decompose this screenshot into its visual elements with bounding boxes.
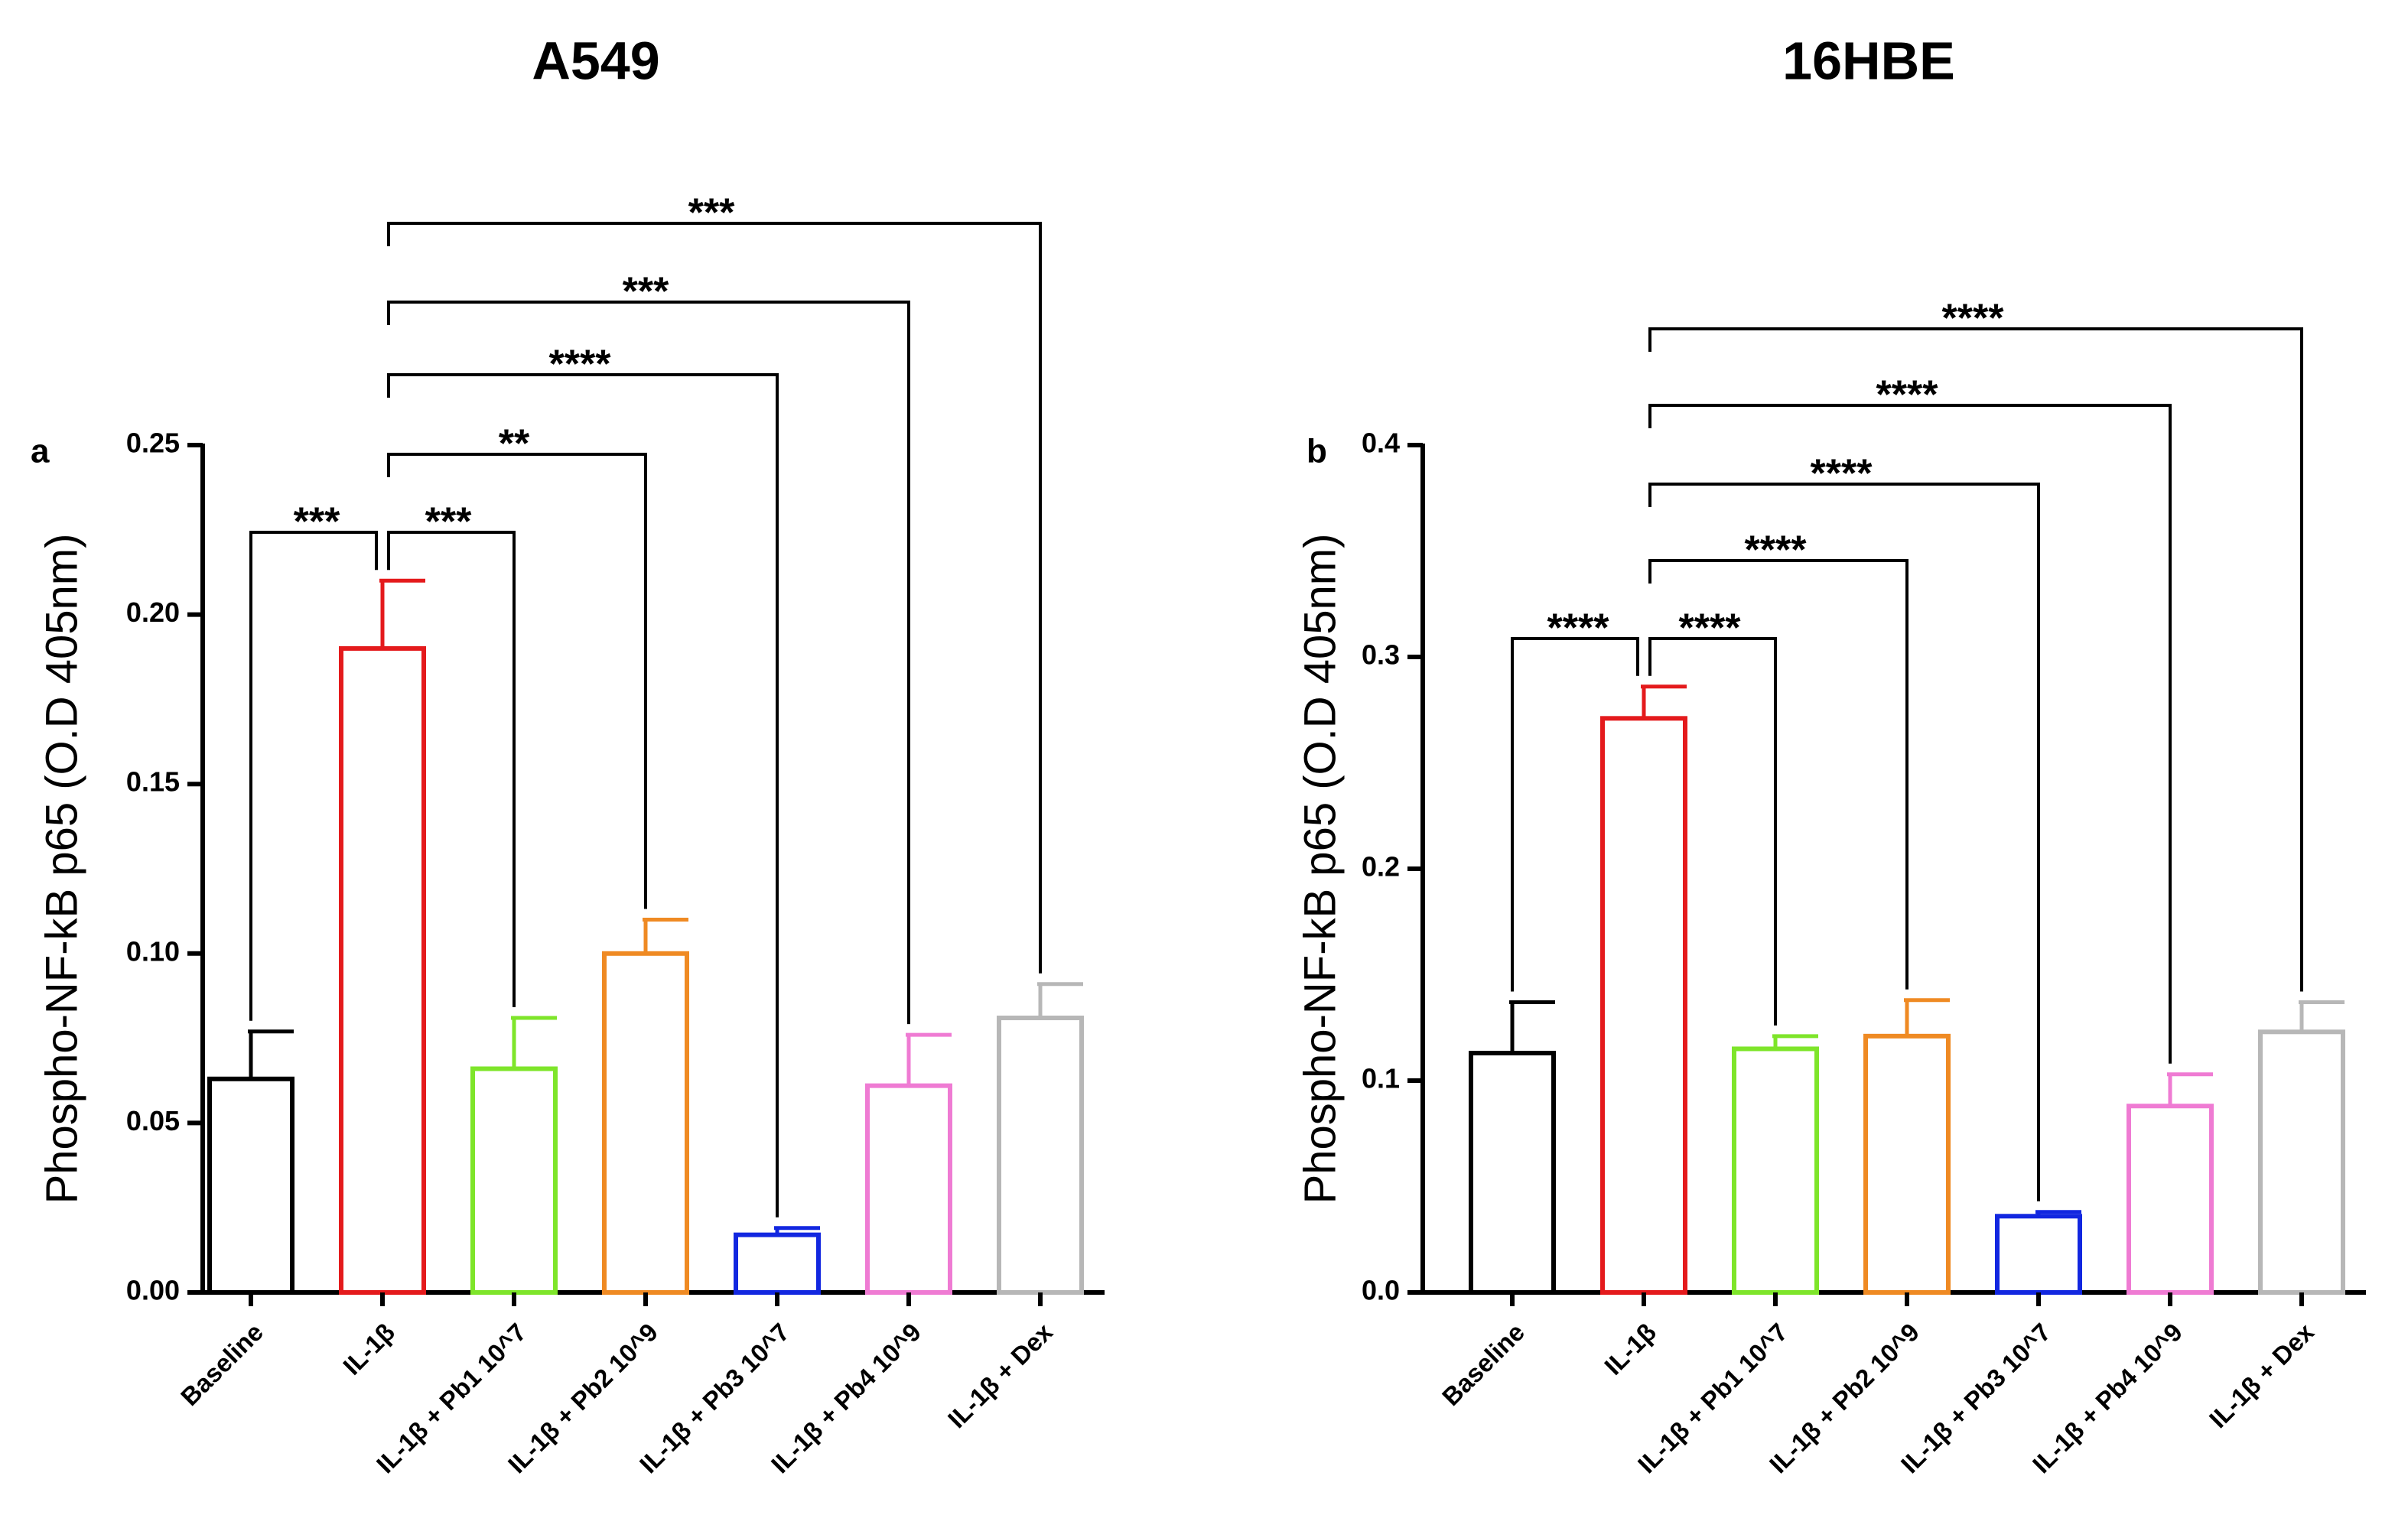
significance-bracket [387,531,516,1008]
bar [2127,1104,2214,1295]
significance-label: **** [1942,297,2005,341]
x-tick-label: IL-1β + Dex [942,1318,1059,1434]
x-tick-label: Baseline [175,1318,268,1411]
bar [339,645,426,1295]
panel-letter: a [31,433,50,470]
significance-label: **** [1811,452,1873,496]
bar [1863,1033,1951,1295]
significance-bracket [387,373,779,1218]
y-tick-label: 0.3 [1362,639,1400,671]
significance-bracket [387,222,1042,974]
y-tick-label: 0.05 [126,1105,180,1136]
significance-bracket [1648,483,2040,1201]
y-tick-label: 0.15 [126,766,180,798]
panel-16hbe: 16HBE b Phospho-NF-kB p65 (O.D 405nm) 0.0 0.… [1295,31,2366,1478]
panel-letter: b [1307,433,1327,470]
significance-label: **** [1679,606,1742,651]
y-tick-label: 0.20 [126,597,180,628]
y-tick-label: 0.2 [1362,851,1400,883]
panel-title: A549 [532,31,659,90]
significance-bracket [1648,327,2303,992]
y-tick-label: 0.10 [126,935,180,967]
significance-bracket [1511,637,1639,992]
significance-bracket [387,453,647,909]
bar [1469,1050,1556,1295]
significance-label: *** [294,500,340,545]
significance-label: **** [549,343,612,387]
bar [865,1083,952,1295]
significance-bracket [1648,559,1909,990]
significance-bracket [1648,404,2172,1064]
significance-label: *** [688,191,735,236]
x-tick-label: Baseline [1437,1318,1530,1411]
y-axis-label: Phospho-NF-kB p65 (O.D 405nm) [1295,534,1345,1205]
panel-a549: A549 a Phospho-NF-kB p65 (O.D 405nm) 0.00 0.… [31,31,1105,1478]
bar [207,1076,294,1296]
bar [1995,1214,2082,1296]
y-tick-label: 0.1 [1362,1063,1400,1094]
significance-bracket [1648,637,1777,1026]
bar [997,1016,1084,1296]
y-tick-label: 0.00 [126,1275,180,1306]
significance-label: **** [1876,373,1939,418]
significance-label: **** [1745,528,1808,573]
bar [1732,1046,1819,1295]
x-tick-label: IL-1β + Dex [2204,1318,2320,1434]
y-axis-label: Phospho-NF-kB p65 (O.D 405nm) [37,534,86,1205]
significance-label: ** [499,422,530,467]
bar [470,1066,558,1296]
y-tick-label: 0.4 [1362,428,1400,459]
significance-label: *** [425,500,472,545]
significance-label: *** [623,270,669,314]
x-tick-label: IL-1β [337,1318,400,1380]
significance-label: **** [1547,606,1610,651]
y-tick-label: 0.25 [126,428,180,459]
bar [734,1232,821,1296]
x-tick-label: IL-1β [1599,1318,1661,1380]
significance-bracket [387,301,910,1025]
bar [2258,1029,2345,1296]
bar [602,951,689,1296]
panel-title: 16HBE [1782,31,1955,90]
bar [1600,716,1687,1295]
y-tick-label: 0.0 [1362,1275,1400,1306]
significance-bracket [249,531,378,1021]
